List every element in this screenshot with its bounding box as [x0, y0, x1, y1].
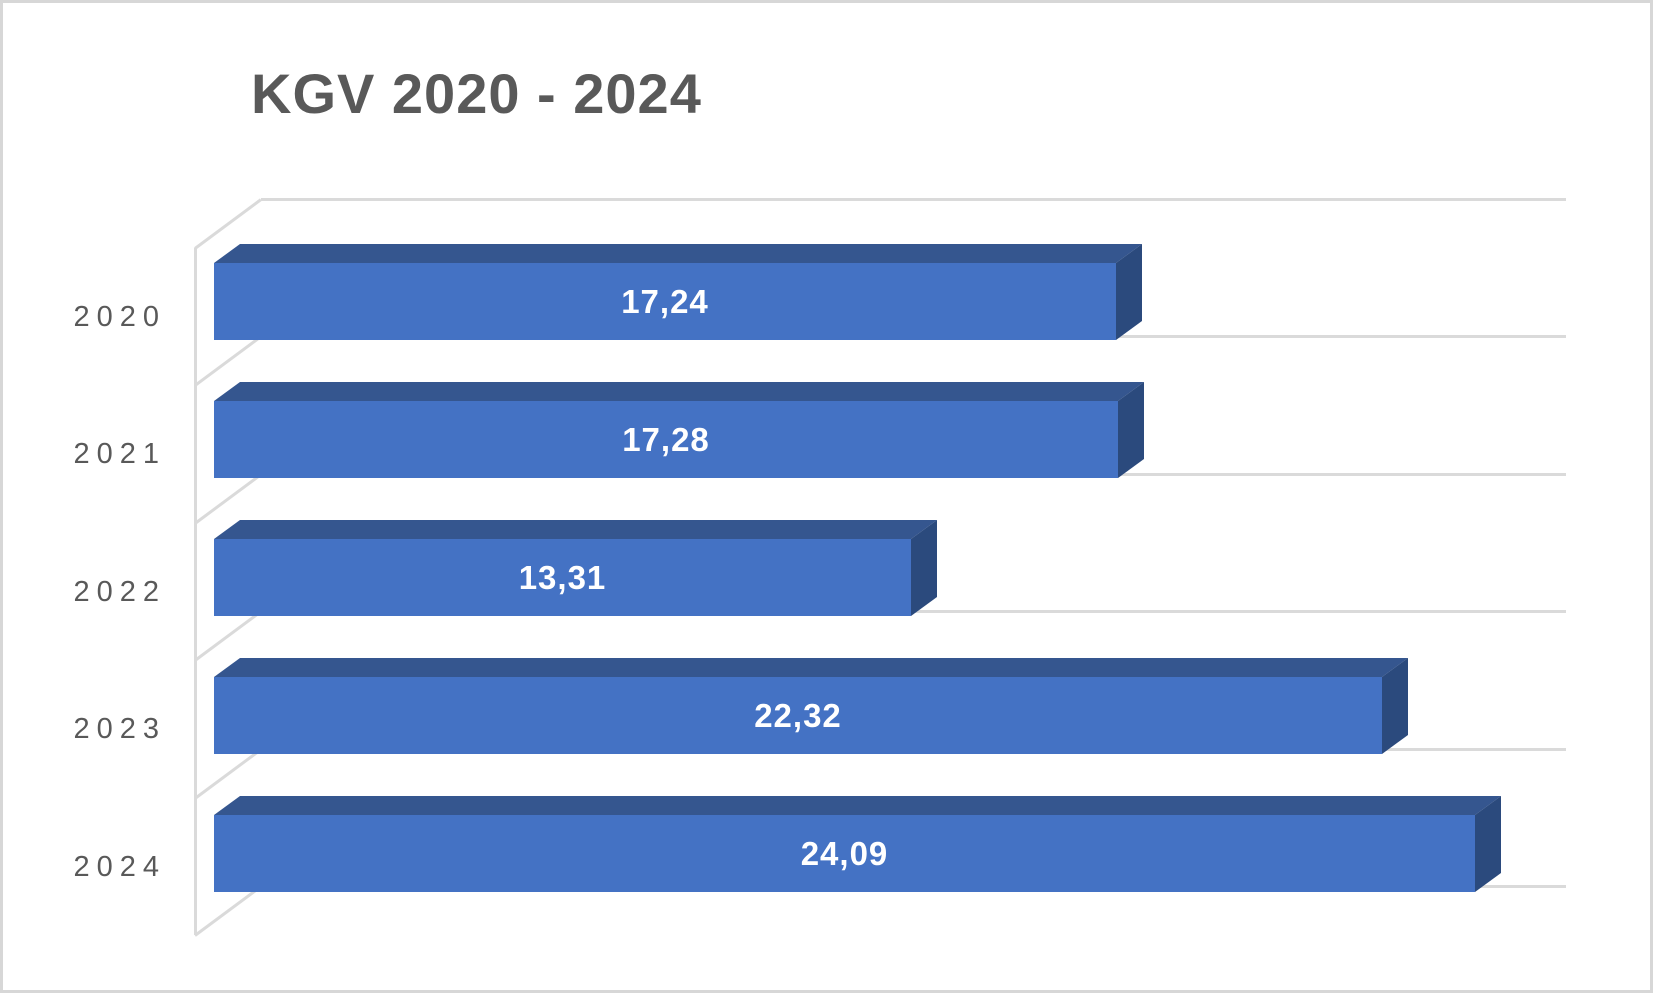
category-label: 2022 — [73, 576, 166, 608]
bar-front-face: 13,31 — [214, 539, 911, 616]
bar-value-label: 13,31 — [518, 558, 607, 596]
bar-top-face — [214, 382, 1144, 401]
left-wall-diagonal — [194, 198, 262, 250]
left-wall-diagonal — [194, 610, 262, 662]
bar-front-face: 17,24 — [214, 263, 1116, 340]
category-label: 2023 — [73, 713, 166, 745]
bar-value-label: 17,24 — [621, 282, 709, 320]
left-wall-diagonal — [194, 885, 262, 937]
bar-front-face: 24,09 — [214, 815, 1475, 892]
bar-side-face — [1382, 658, 1408, 754]
category-label: 2020 — [73, 301, 166, 333]
category-label: 2024 — [73, 851, 166, 883]
bar-top-face — [214, 244, 1142, 263]
bar-value-label: 17,28 — [622, 420, 710, 458]
back-wall-gridline — [261, 198, 1566, 201]
plot-area: 17,24 2020 17,28 2021 13,31 2022 22,32 2023 24,0… — [3, 3, 1650, 990]
chart-title: KGV 2020 - 2024 — [251, 62, 702, 125]
bar-value-label: 22,32 — [754, 696, 842, 734]
left-wall-diagonal — [194, 473, 262, 525]
bar-side-face — [1118, 382, 1144, 478]
bar-value-label: 24,09 — [800, 834, 889, 872]
bar-top-face — [214, 658, 1408, 677]
bar-front-face: 22,32 — [214, 677, 1382, 754]
category-label: 2021 — [73, 438, 166, 470]
bar-top-face — [214, 520, 937, 539]
bar-top-face — [214, 796, 1501, 815]
left-wall-edge — [194, 248, 197, 935]
left-wall-diagonal — [194, 335, 262, 387]
left-wall-diagonal — [194, 748, 262, 800]
bar-side-face — [911, 520, 937, 616]
bar-front-face: 17,28 — [214, 401, 1118, 478]
bar-side-face — [1116, 244, 1142, 340]
bar-side-face — [1475, 796, 1501, 892]
